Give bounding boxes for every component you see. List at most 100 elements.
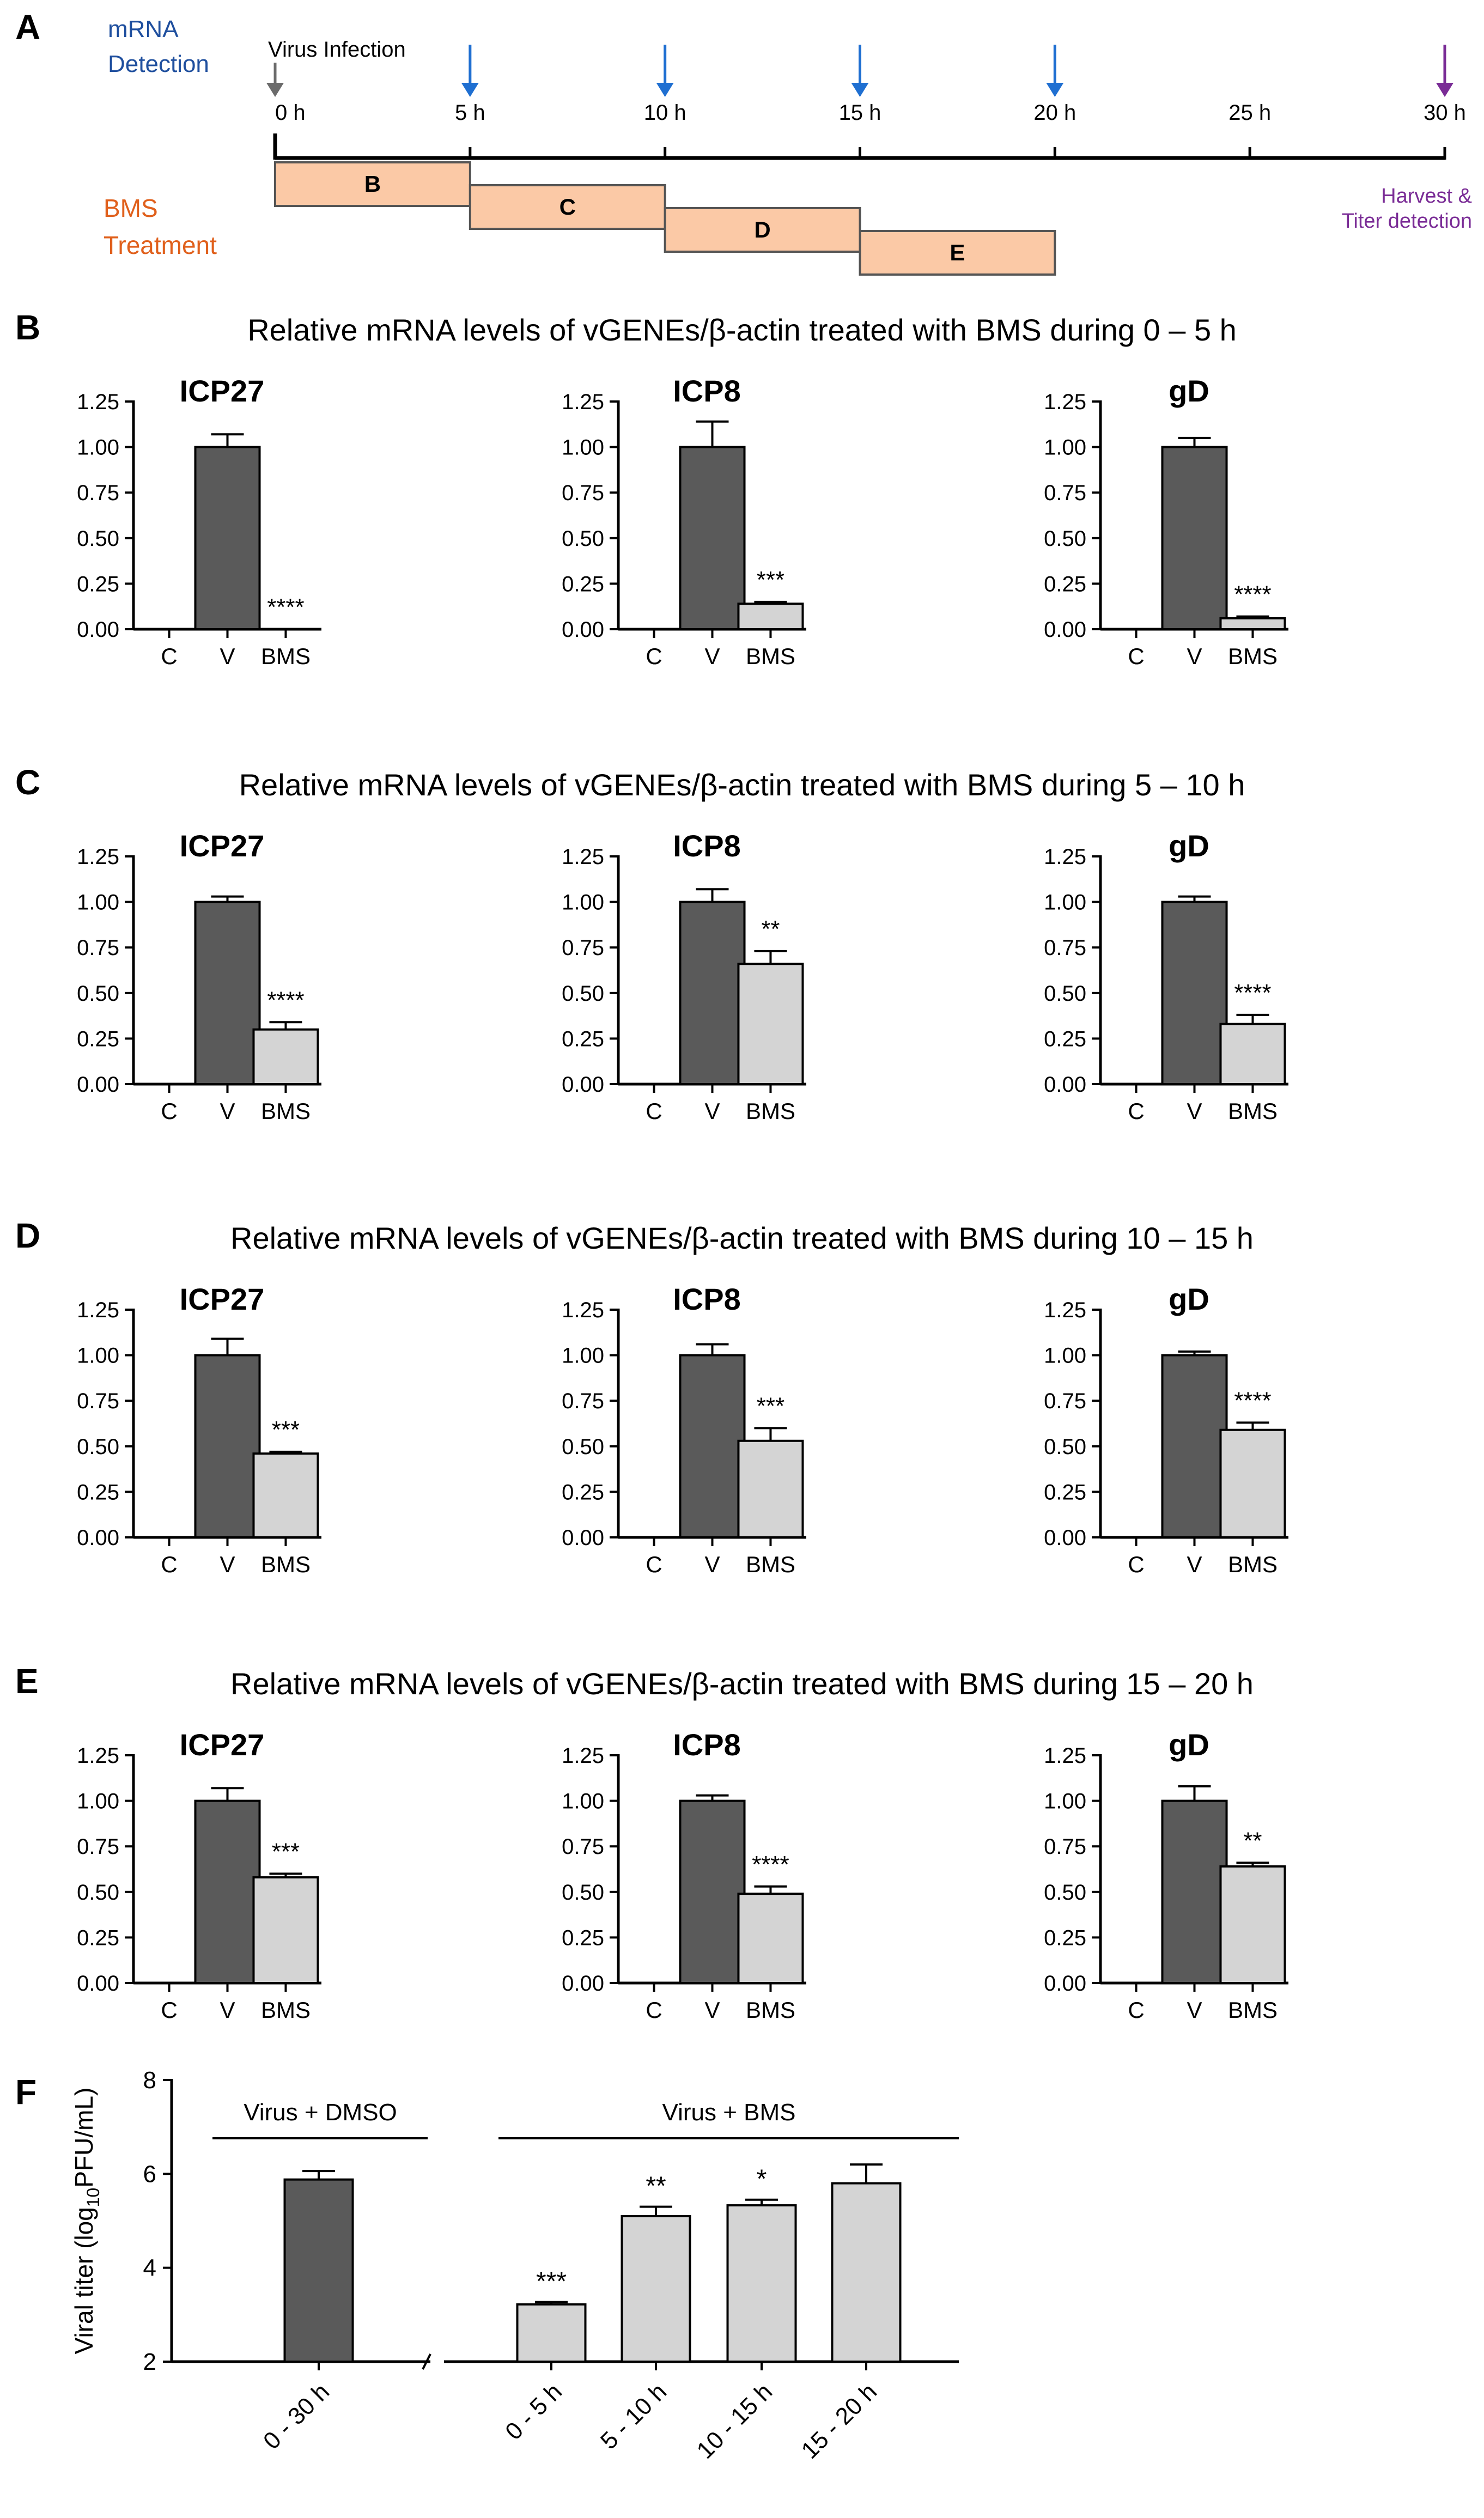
x-tick-label: V	[704, 1098, 720, 1124]
y-tick-label: 0.25	[1044, 572, 1086, 596]
y-tick-label: 0.25	[1044, 1926, 1086, 1950]
gene-title: ICP27	[180, 1728, 265, 1762]
y-tick-label: 0.50	[1044, 1435, 1086, 1459]
y-tick-label: 0.50	[1044, 982, 1086, 1006]
bar-v	[1161, 1354, 1228, 1539]
x-tick-label: BMS	[746, 1997, 795, 2023]
treatment-box-label: D	[754, 217, 770, 242]
y-tick-label: 1.25	[1044, 1298, 1086, 1322]
significance-label: ***	[757, 1392, 784, 1419]
x-tick-label: C	[161, 1552, 177, 1577]
y-tick-label: 0.25	[77, 572, 119, 596]
treatment-box-label: E	[950, 240, 965, 265]
x-tick-label: BMS	[1228, 1552, 1278, 1577]
significance-label: ****	[267, 594, 305, 621]
y-tick-label: 0.50	[77, 1881, 119, 1905]
y-tick-label: 0.00	[562, 1972, 604, 1996]
x-tick-label: C	[1128, 1997, 1144, 2023]
significance-label: ****	[1234, 980, 1272, 1006]
y-tick-label: 0.50	[562, 1435, 604, 1459]
y-tick-label: 0.50	[562, 1881, 604, 1905]
x-tick-label: V	[1187, 643, 1202, 669]
virus-infection-label: Virus Infection	[268, 38, 406, 62]
x-tick-label: V	[220, 643, 235, 669]
y-tick-label: 0.00	[77, 1526, 119, 1550]
y-tick-label: 1.00	[77, 436, 119, 460]
y-tick-label: 1.25	[77, 1744, 119, 1768]
significance-label: *	[757, 2165, 767, 2194]
y-axis-label: Viral titer (log10PFU/mL)	[70, 2088, 103, 2355]
y-tick-label: 0.00	[562, 1073, 604, 1097]
y-tick-label: 1.25	[1044, 1744, 1086, 1768]
timeline-tick-label: 10 h	[644, 101, 686, 125]
significance-label: ***	[272, 1416, 300, 1443]
panel-letter-b: B	[15, 308, 40, 347]
y-tick-label: 0.75	[77, 481, 119, 505]
timeline-tick-label: 0 h	[275, 101, 306, 125]
harvest-label: Titer detection	[1342, 210, 1472, 233]
subplot-d-icp8: ICP8 0.00 0.25 0.50 0.75 1.00 1.25 C V BMS ***	[562, 1282, 806, 1577]
mrna-detection-arrow	[1046, 45, 1064, 97]
panel-letter-a: A	[15, 8, 40, 47]
mrna-detection-arrow	[851, 45, 869, 97]
y-tick-label: 0.00	[77, 1073, 119, 1097]
y-tick-label: 0.25	[562, 572, 604, 596]
significance-label: **	[646, 2172, 666, 2201]
gene-title: ICP27	[180, 829, 265, 863]
bar-bms	[1219, 1428, 1286, 1539]
treatment-box-label: C	[559, 194, 576, 220]
gene-title: ICP8	[673, 829, 741, 863]
bar-bms	[252, 1028, 319, 1086]
x-tick-label: BMS	[746, 643, 795, 669]
bar-bms	[1219, 1865, 1286, 1984]
y-tick-label: 1.00	[1044, 891, 1086, 915]
bar-v	[679, 1354, 746, 1539]
y-tick-label: 1.25	[562, 845, 604, 869]
y-tick-label: 0.75	[562, 1835, 604, 1859]
bar-v	[194, 1354, 261, 1539]
y-tick-label: 0.25	[562, 1027, 604, 1051]
bar-v	[1161, 446, 1228, 630]
y-tick-label: 1.00	[562, 1344, 604, 1368]
y-tick-label: 1.25	[77, 1298, 119, 1322]
gene-title: gD	[1169, 829, 1209, 863]
subplot-e-gd: gD 0.00 0.25 0.50 0.75 1.00 1.25 C V BMS **	[1044, 1728, 1288, 2023]
x-tick-label: V	[704, 1997, 720, 2023]
subplot-c-icp27: ICP27 0.00 0.25 0.50 0.75 1.00 1.25 C V BMS ****	[77, 829, 321, 1124]
group-label-dmso: Virus + DMSO	[244, 2099, 397, 2126]
y-tick-label: 1.25	[562, 1298, 604, 1322]
subplot-c-gd: gD 0.00 0.25 0.50 0.75 1.00 1.25 C V BMS ****	[1044, 829, 1288, 1124]
harvest-arrow	[1436, 45, 1453, 97]
timeline-tick-label: 5 h	[455, 101, 485, 125]
y-tick-label: 8	[143, 2067, 156, 2094]
y-tick-label: 0.75	[562, 936, 604, 960]
y-tick-label: 0.50	[562, 527, 604, 551]
y-tick-label: 0.75	[77, 1835, 119, 1859]
gene-title: ICP8	[673, 1282, 741, 1316]
mrna-detection-arrow	[461, 45, 479, 97]
gene-title: ICP27	[180, 374, 265, 408]
axis-break-mark	[422, 2353, 431, 2370]
y-tick-label: 1.25	[1044, 845, 1086, 869]
y-tick-label: 0.50	[77, 527, 119, 551]
x-tick-label: 10 - 15 h	[692, 2378, 777, 2464]
y-tick-label: 1.00	[77, 1790, 119, 1814]
y-tick-label: 0.75	[1044, 1389, 1086, 1413]
bar-bms	[252, 1876, 319, 1985]
x-tick-label: C	[646, 1098, 662, 1124]
bms-treatment-label: Treatment	[104, 231, 217, 259]
y-tick-label: 0.75	[1044, 1835, 1086, 1859]
mrna-detection-arrow-head	[656, 83, 674, 97]
mrna-detection-arrow-head	[851, 83, 869, 97]
subplot-b-icp27: ICP27 0.00 0.25 0.50 0.75 1.00 1.25 C V BMS ****	[77, 374, 321, 669]
gene-title: gD	[1169, 1282, 1209, 1316]
mrna-detection-label: Detection	[108, 51, 209, 77]
gene-title: ICP8	[673, 1728, 741, 1762]
y-tick-label: 0.50	[1044, 1881, 1086, 1905]
y-tick-label: 0.50	[1044, 527, 1086, 551]
group-label-bms: Virus + BMS	[662, 2099, 796, 2126]
bar-bms	[1219, 617, 1286, 631]
infection-arrow	[266, 63, 284, 97]
x-tick-label: V	[1187, 1552, 1202, 1577]
timeline-tick-label: 30 h	[1424, 101, 1466, 125]
